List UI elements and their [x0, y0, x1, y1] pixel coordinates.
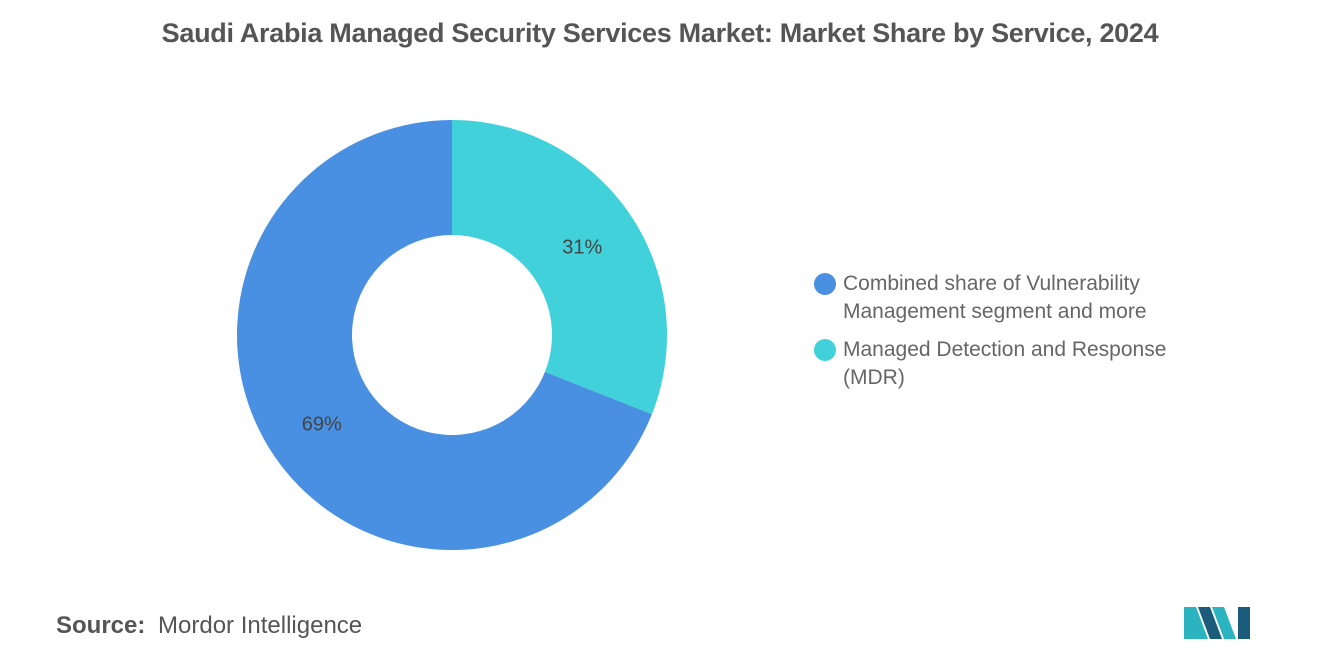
source-note: Source: Mordor Intelligence: [56, 612, 362, 640]
slice-value-label: 69%: [302, 414, 342, 436]
legend-swatch: [814, 273, 836, 295]
legend-item: Managed Detection and Response (MDR): [814, 336, 1294, 392]
legend-swatch: [814, 339, 836, 361]
chart-title: Saudi Arabia Managed Security Services M…: [161, 18, 1159, 48]
legend-item: Combined share of Vulnerability Manageme…: [814, 270, 1294, 326]
legend-label: Combined share of Vulnerability Manageme…: [843, 272, 1147, 323]
donut-slice: [452, 120, 667, 415]
source-label: Source:: [56, 612, 146, 639]
donut-chart: 69% 31%: [236, 120, 667, 550]
source-value: Mordor Intelligence: [158, 612, 363, 639]
mordor-intelligence-logo-icon: [1184, 607, 1250, 639]
legend-label: Managed Detection and Response (MDR): [843, 338, 1167, 389]
slice-value-label: 31%: [562, 236, 602, 258]
donut-slice: [236, 120, 652, 550]
chart-legend: Combined share of Vulnerability Manageme…: [814, 270, 1294, 402]
